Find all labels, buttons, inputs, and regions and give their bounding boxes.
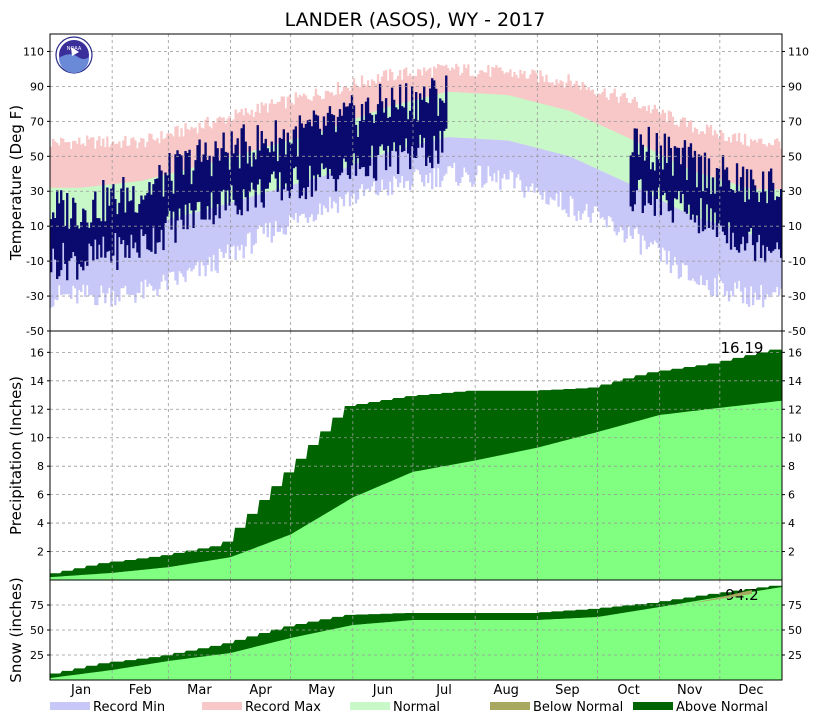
- observed-temperature-bars: [50, 75, 783, 281]
- month-label: Apr: [249, 683, 272, 698]
- temperature-ytick-right: 70: [788, 115, 802, 128]
- noaa-logo-text: NOAA: [67, 46, 82, 52]
- precipitation-ytick-left: 12: [30, 403, 44, 416]
- month-label: Aug: [494, 683, 519, 698]
- legend-label-above_normal: Above Normal: [676, 700, 768, 715]
- month-label: Nov: [677, 683, 703, 698]
- month-label: Sep: [555, 683, 580, 698]
- precipitation-ytick-right: 12: [788, 403, 802, 416]
- precipitation-ytick-left: 8: [37, 460, 44, 473]
- temperature-ylabel: Temperature (Deg F): [7, 105, 25, 261]
- temperature-ytick-left: 90: [30, 80, 44, 93]
- precipitation-ytick-right: 16: [788, 346, 802, 359]
- temperature-ytick-left: -50: [26, 325, 44, 338]
- precipitation-ytick-right: 4: [788, 517, 795, 530]
- month-label: Jan: [70, 683, 91, 698]
- temperature-ytick-left: 50: [30, 150, 44, 163]
- precipitation-ylabel: Precipitation (Inches): [7, 376, 25, 535]
- precipitation-ytick-right: 14: [788, 375, 802, 388]
- legend-label-normal: Normal: [393, 700, 440, 715]
- temperature-ytick-left: 70: [30, 115, 44, 128]
- snow-ytick-left: 50: [30, 624, 44, 637]
- temperature-ytick-right: 110: [788, 45, 809, 58]
- month-label: Jul: [435, 683, 452, 698]
- snow-ytick-left: 25: [30, 649, 44, 662]
- snow-ytick-left: 75: [30, 599, 44, 612]
- precipitation-ytick-left: 16: [30, 346, 44, 359]
- chart-title: LANDER (ASOS), WY - 2017: [285, 9, 546, 31]
- precipitation-ytick-left: 4: [37, 517, 44, 530]
- temperature-ytick-left: 30: [30, 185, 44, 198]
- precipitation-ytick-right: 8: [788, 460, 795, 473]
- temperature-ytick-left: -10: [26, 255, 44, 268]
- snow-normal-area: [50, 587, 782, 680]
- precipitation-ytick-right: 10: [788, 432, 802, 445]
- legend-label-below_normal: Below Normal: [533, 700, 623, 715]
- temperature-ytick-right: 10: [788, 220, 802, 233]
- precipitation-ytick-left: 10: [30, 432, 44, 445]
- precipitation-panel: 2 2 4 4 6 6 8 8 10 10 12 12 14 14 16 16 Precipitation (I…: [7, 330, 802, 581]
- month-label: Dec: [738, 683, 763, 698]
- precipitation-normal-area: [50, 400, 782, 580]
- temperature-ytick-right: -30: [788, 290, 806, 303]
- legend-swatch-record_max: [202, 702, 242, 710]
- legend-label-record_min: Record Min: [93, 700, 165, 715]
- legend-label-record_max: Record Max: [245, 700, 321, 715]
- month-label: Jun: [372, 683, 393, 698]
- noaa-logo: NOAA: [55, 36, 93, 74]
- month-label: Mar: [187, 683, 212, 698]
- precipitation-ytick-left: 2: [37, 546, 44, 559]
- legend-swatch-below_normal: [490, 702, 530, 710]
- temperature-panel: -50 -50 -30 -30 -10 -10 10 10 30 30 50 50 70 70 90 90 11…: [7, 33, 809, 338]
- month-label: May: [308, 683, 335, 698]
- snow-ylabel: Snow (inches): [7, 577, 25, 682]
- precipitation-ytick-right: 6: [788, 489, 795, 502]
- temperature-ytick-left: 110: [23, 45, 44, 58]
- temperature-ytick-right: 90: [788, 80, 802, 93]
- temperature-ytick-right: 50: [788, 150, 802, 163]
- legend-swatch-above_normal: [633, 702, 673, 710]
- temperature-ytick-left: -30: [26, 290, 44, 303]
- month-axis: Jan Feb Mar Apr May Jun Jul Aug Sep Oct Nov Dec: [70, 683, 763, 698]
- snow-ytick-right: 50: [788, 624, 802, 637]
- month-label: Feb: [129, 683, 152, 698]
- precipitation-ytick-left: 14: [30, 375, 44, 388]
- month-label: Oct: [617, 683, 639, 698]
- precipitation-ytick-right: 2: [788, 546, 795, 559]
- snow-border: [49, 579, 783, 681]
- legend-swatch-record_min: [50, 702, 90, 710]
- precipitation-total-annotation: 16.19: [721, 339, 764, 357]
- snow-ytick-right: 75: [788, 599, 802, 612]
- legend: Record Min Record Max Normal Below Normal Ab…: [50, 700, 768, 715]
- temperature-ytick-right: -50: [788, 325, 806, 338]
- precipitation-ytick-left: 6: [37, 489, 44, 502]
- temperature-ytick-right: -10: [788, 255, 806, 268]
- snow-ytick-right: 25: [788, 649, 802, 662]
- temperature-ytick-right: 30: [788, 185, 802, 198]
- temperature-ytick-left: 10: [30, 220, 44, 233]
- legend-swatch-normal: [350, 702, 390, 710]
- record-min-bars: [50, 137, 783, 308]
